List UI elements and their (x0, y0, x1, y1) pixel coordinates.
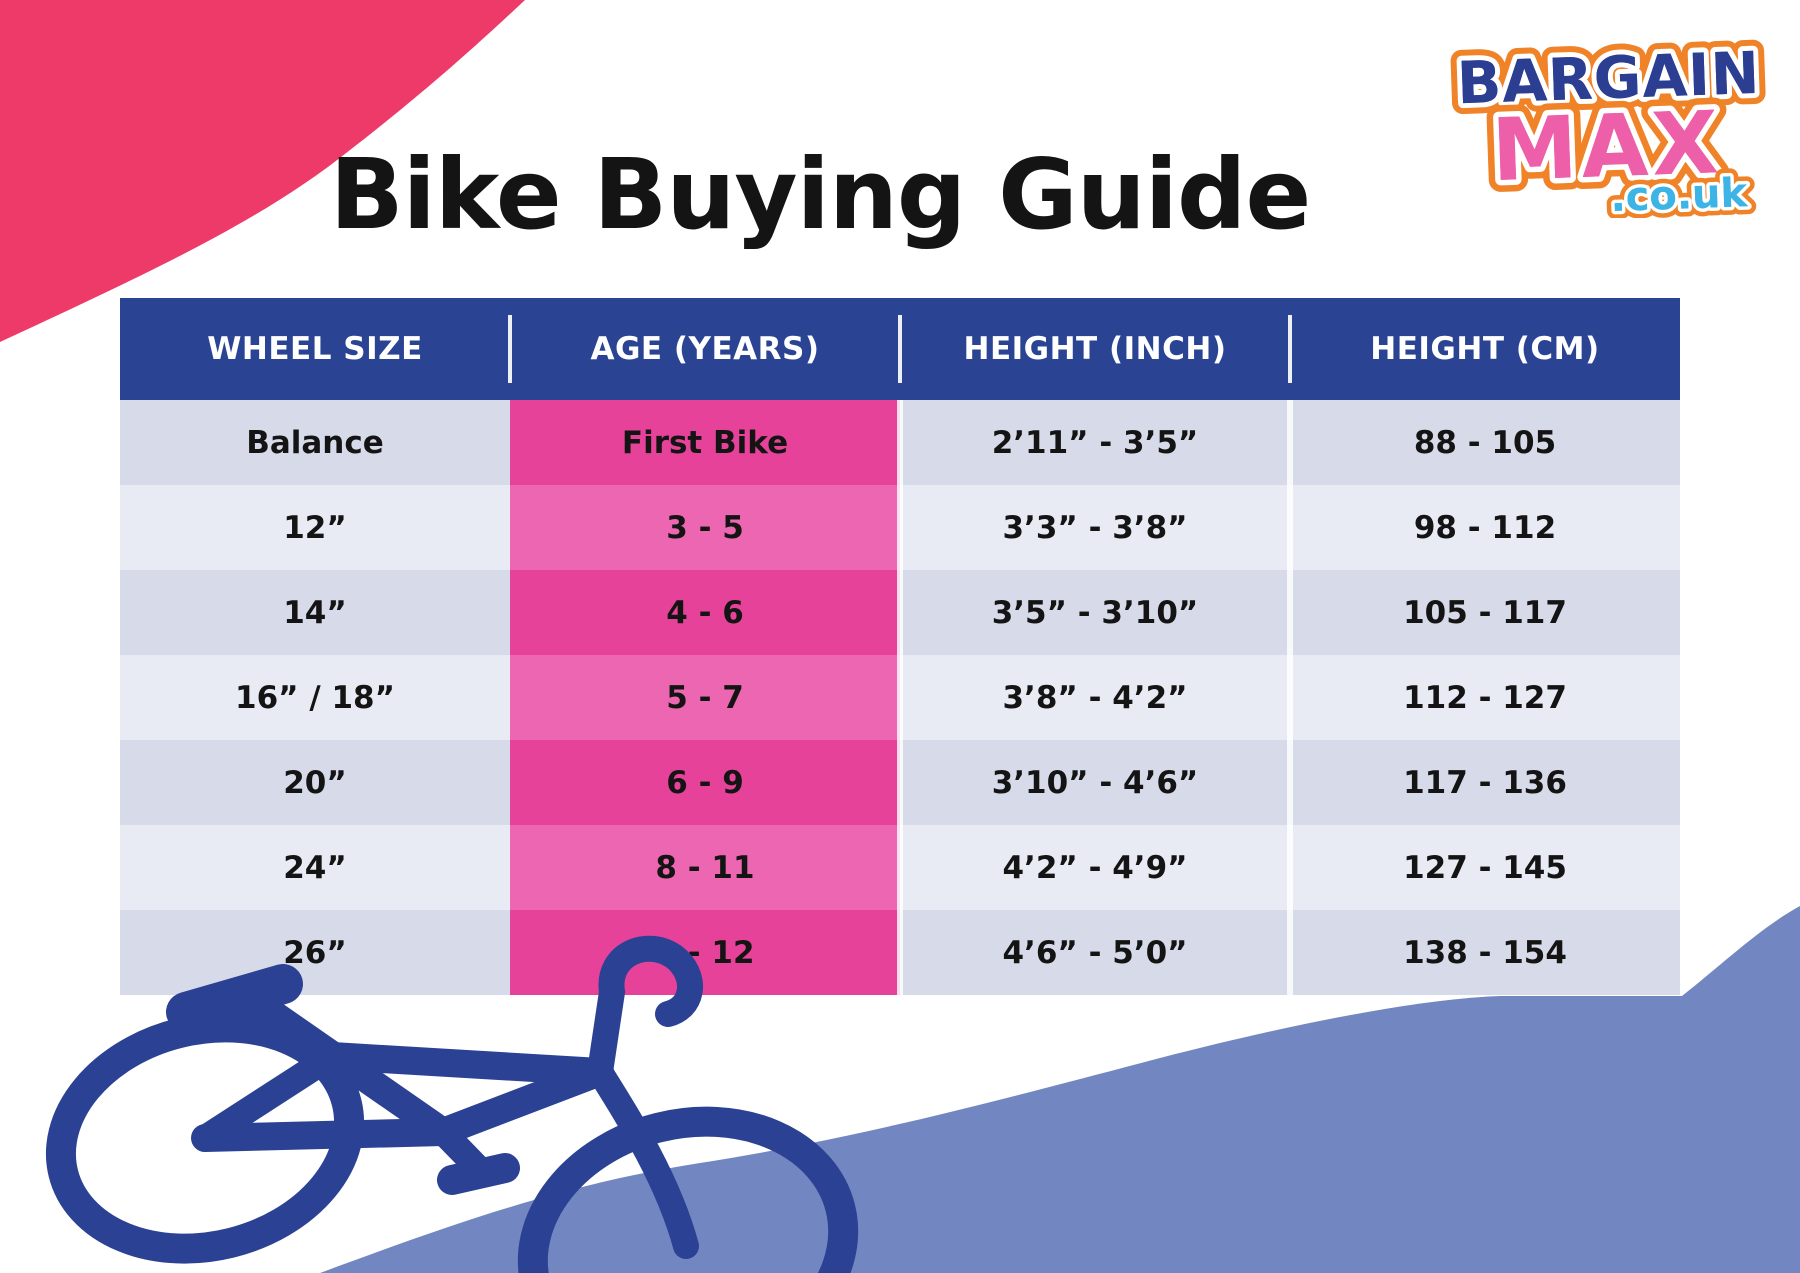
table-header-row: WHEEL SIZE AGE (YEARS) HEIGHT (INCH) HEI… (120, 298, 1680, 400)
table-cell: 3’10” - 4’6” (900, 740, 1290, 825)
column-header-age: AGE (YEARS) (590, 331, 820, 367)
down-tube (429, 1058, 614, 1146)
header-divider (508, 315, 512, 383)
table-cell: 5 - 7 (510, 655, 900, 740)
front-wheel (517, 1106, 859, 1273)
crank (430, 1119, 491, 1181)
table-cell: 112 - 127 (1290, 655, 1680, 740)
table-cell: 3’5” - 3’10” (900, 570, 1290, 655)
table-cell: 16” / 18” (120, 655, 510, 740)
logo-text-max: MAX (1490, 93, 1724, 201)
table-cell: 26” (120, 910, 510, 995)
column-header-height-inch: HEIGHT (INCH) (963, 331, 1227, 367)
pedal (437, 1153, 520, 1195)
table-cell: 6 - 9 (510, 740, 900, 825)
logo-text-max: MAX (1490, 93, 1724, 201)
table-cell: 2’11” - 3’5” (900, 400, 1290, 485)
table-cell: 3’3” - 3’8” (900, 485, 1290, 570)
table-cell: 14” (120, 570, 510, 655)
table-cell: 138 - 154 (1290, 910, 1680, 995)
table-cell: 4’6” - 5’0” (900, 910, 1290, 995)
table-cell: 20” (120, 740, 510, 825)
table-body: Balance First Bike 2’11” - 3’5” 88 - 105… (120, 400, 1680, 995)
header-divider (898, 315, 902, 383)
logo-text-max: MAX (1490, 93, 1724, 201)
fork (587, 1059, 699, 1259)
bike-size-table: WHEEL SIZE AGE (YEARS) HEIGHT (INCH) HEI… (120, 298, 1680, 995)
seat-tube (236, 984, 457, 1146)
table-cell: 24” (120, 825, 510, 910)
logo-text-bargain: BARGAIN (1456, 39, 1762, 118)
rear-wheel (45, 1012, 365, 1264)
table-cell: 117 - 136 (1290, 740, 1680, 825)
table-cell: 3’8” - 4’2” (900, 655, 1290, 740)
table-cell: 4’2” - 4’9” (900, 825, 1290, 910)
top-tube (318, 1042, 614, 1086)
logo-text-couk: .co.uk (1610, 170, 1750, 218)
column-header-height-cm: HEIGHT (CM) (1370, 331, 1600, 367)
table-cell: First Bike (510, 400, 900, 485)
seat-stay (192, 1043, 345, 1151)
chain-stay (191, 1118, 457, 1152)
table-cell: 98 - 112 (1290, 485, 1680, 570)
logo-text-bargain: BARGAIN (1456, 39, 1762, 118)
table-cell: 12” (120, 485, 510, 570)
logo-text-couk: .co.uk (1610, 170, 1750, 218)
body-column-divider (897, 400, 903, 995)
page-title: Bike Buying Guide (329, 138, 1312, 251)
body-column-divider (1287, 400, 1293, 995)
table-cell: 105 - 117 (1290, 570, 1680, 655)
column-header-wheel-size: WHEEL SIZE (207, 331, 423, 367)
header-divider (1288, 315, 1292, 383)
table-cell: 8 - 11 (510, 825, 900, 910)
table-cell: 4 - 6 (510, 570, 900, 655)
table-cell: 88 - 105 (1290, 400, 1680, 485)
bargainmax-logo: BARGAIN BARGAIN BARGAIN MAX MAX MAX .co.… (1445, 28, 1773, 218)
table-cell: Balance (120, 400, 510, 485)
table-cell: 3 - 5 (510, 485, 900, 570)
table-cell: 9 - 12 (510, 910, 900, 995)
table-cell: 127 - 145 (1290, 825, 1680, 910)
